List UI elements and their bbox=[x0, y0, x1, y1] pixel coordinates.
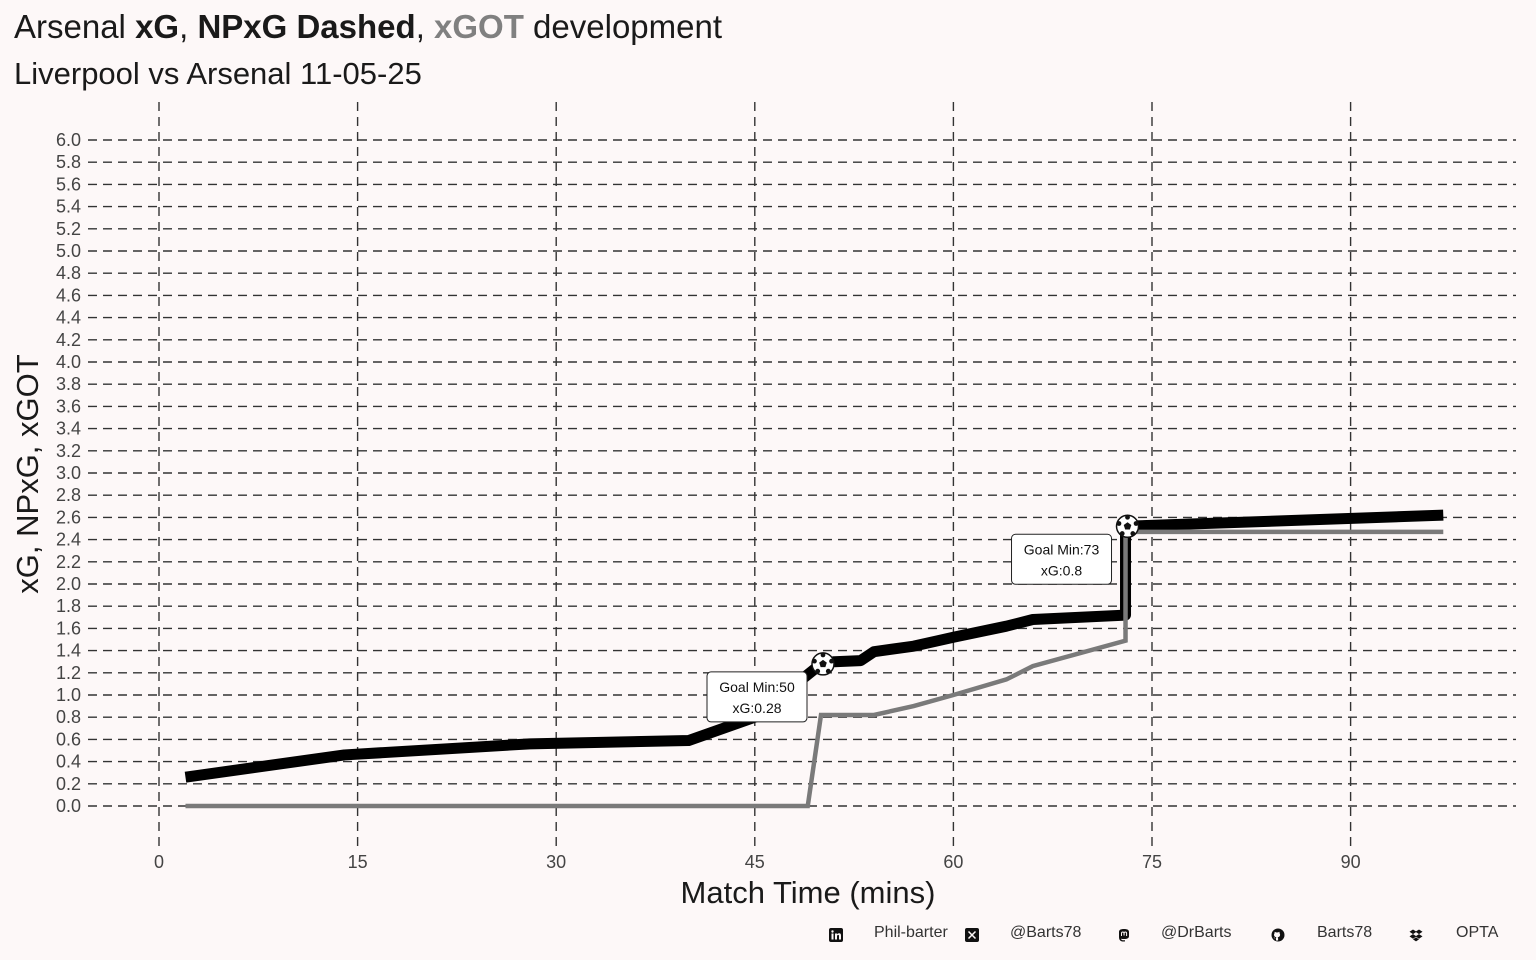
x-tick-label: 30 bbox=[546, 852, 566, 872]
title-part: xG bbox=[135, 8, 180, 45]
ball-patch bbox=[815, 668, 821, 674]
y-tick-label: 5.0 bbox=[56, 241, 81, 261]
y-tick-label: 0.4 bbox=[56, 752, 81, 772]
linkedin-icon bbox=[829, 928, 843, 942]
ball-patch bbox=[1130, 531, 1136, 536]
y-tick-label: 1.0 bbox=[56, 685, 81, 705]
xgot-line bbox=[185, 529, 1444, 809]
y-tick-label: 2.8 bbox=[56, 485, 81, 505]
y-tick-label: 1.6 bbox=[56, 618, 81, 638]
y-tick-label: 0.6 bbox=[56, 729, 81, 749]
y-tick-label: 2.2 bbox=[56, 552, 81, 572]
goal-label-xg: xG:0.8 bbox=[1041, 562, 1082, 578]
mastodon-icon bbox=[1117, 928, 1131, 942]
y-tick-label: 3.2 bbox=[56, 441, 81, 461]
y-tick-label: 5.8 bbox=[56, 152, 81, 172]
ball-patch bbox=[820, 652, 826, 658]
goal-label-box bbox=[1011, 533, 1113, 585]
title-part: NPxG Dashed bbox=[197, 8, 416, 45]
github-icon bbox=[1271, 928, 1285, 942]
goal-label-box bbox=[706, 671, 808, 723]
chart-subtitle: Liverpool vs Arsenal 11-05-25 bbox=[14, 56, 422, 91]
ball-patch bbox=[1123, 522, 1132, 530]
ball-patch bbox=[819, 659, 827, 668]
footer-github-text: Barts78 bbox=[1317, 924, 1373, 941]
ball-patch bbox=[825, 668, 831, 674]
x-tick-label: 60 bbox=[943, 852, 963, 872]
x-tick-label: 45 bbox=[745, 852, 765, 872]
y-tick-label: 2.0 bbox=[56, 574, 81, 594]
chart-title: Arsenal xG, NPxG Dashed, xGOT developmen… bbox=[14, 8, 722, 46]
y-tick-label: 2.6 bbox=[56, 507, 81, 527]
title-part: , bbox=[179, 8, 198, 45]
y-tick-label: 3.6 bbox=[56, 396, 81, 416]
ball-patch bbox=[1125, 514, 1130, 520]
footer-mastodon-text: @DrBarts bbox=[1161, 924, 1232, 941]
x-tick-label: 0 bbox=[154, 852, 164, 872]
footer-x-text: @Barts78 bbox=[1010, 924, 1082, 941]
ball-patch bbox=[1116, 521, 1122, 526]
x-twitter-icon bbox=[965, 928, 979, 942]
y-tick-label: 1.2 bbox=[56, 663, 81, 683]
y-tick-label: 5.2 bbox=[56, 219, 81, 239]
y-tick-label: 4.8 bbox=[56, 263, 81, 283]
football-icon bbox=[811, 652, 835, 676]
y-tick-label: 3.4 bbox=[56, 419, 81, 439]
y-tick-label: 4.6 bbox=[56, 285, 81, 305]
y-tick-label: 0.0 bbox=[56, 796, 81, 816]
y-tick-label: 6.0 bbox=[56, 130, 81, 150]
y-tick-label: 0.8 bbox=[56, 707, 81, 727]
footer-credits: Phil-barter @Barts78 @DrBarts Barts78 OP… bbox=[0, 924, 1536, 948]
xg-line bbox=[184, 509, 1444, 783]
y-tick-label: 0.2 bbox=[56, 774, 81, 794]
footer-linkedin-text: Phil-barter bbox=[874, 924, 948, 941]
y-tick-label: 1.8 bbox=[56, 596, 81, 616]
dropbox-icon bbox=[1409, 928, 1423, 942]
y-tick-label: 4.0 bbox=[56, 352, 81, 372]
goal-label-minute: Goal Min:73 bbox=[1024, 541, 1100, 557]
title-part: development bbox=[523, 8, 723, 45]
ball-patch bbox=[1133, 521, 1139, 526]
title-part: xGOT bbox=[434, 8, 524, 45]
y-tick-label: 4.4 bbox=[56, 308, 81, 328]
y-tick-label: 3.8 bbox=[56, 374, 81, 394]
title-part: , bbox=[415, 8, 435, 45]
goal-label-minute: Goal Min:50 bbox=[719, 679, 795, 695]
goal-label-xg: xG:0.28 bbox=[732, 700, 781, 716]
x-axis-title: Match Time (mins) bbox=[681, 875, 936, 910]
football-icon bbox=[1115, 514, 1140, 539]
ball-patch bbox=[1119, 531, 1125, 536]
x-tick-label: 15 bbox=[348, 852, 368, 872]
title-part: Arsenal bbox=[14, 8, 136, 45]
y-tick-label: 1.4 bbox=[56, 641, 81, 661]
x-tick-label: 90 bbox=[1341, 852, 1361, 872]
ball-patch bbox=[812, 658, 817, 664]
ball-patch bbox=[829, 658, 834, 664]
x-tick-label: 75 bbox=[1142, 852, 1162, 872]
y-tick-label: 5.6 bbox=[56, 174, 81, 194]
footer-source-text: OPTA bbox=[1456, 924, 1499, 941]
xg-chart: 0.00.20.4 0.60.81.01.21.4 1.61.82.02.22.4 2… bbox=[10, 102, 1516, 910]
y-tick-label: 4.2 bbox=[56, 330, 81, 350]
y-axis-title: xG, NPxG, xGOT bbox=[10, 354, 45, 593]
y-tick-label: 3.0 bbox=[56, 463, 81, 483]
y-tick-label: 5.4 bbox=[56, 197, 81, 217]
y-tick-label: 2.4 bbox=[56, 530, 81, 550]
